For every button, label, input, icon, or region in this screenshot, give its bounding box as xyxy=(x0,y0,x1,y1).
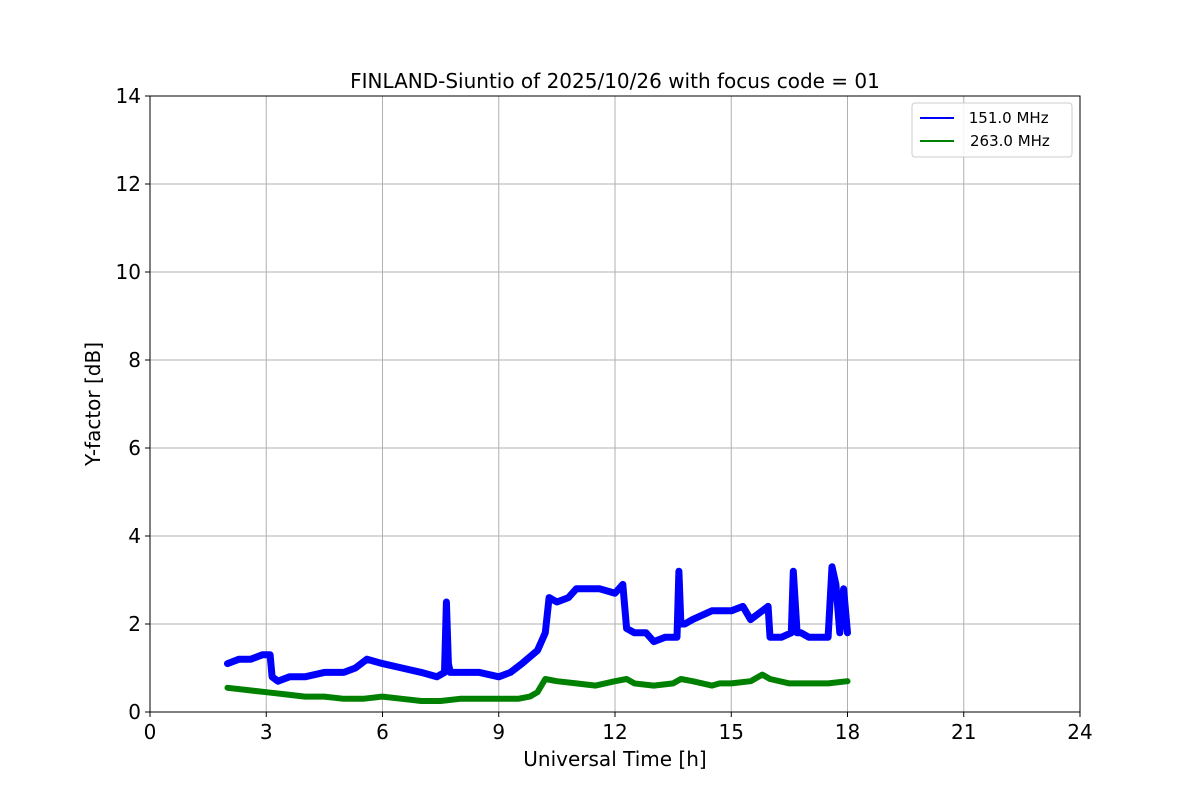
y-tick-label: 6 xyxy=(128,436,141,460)
legend-box xyxy=(911,102,1073,158)
y-tick-label: 0 xyxy=(128,700,141,724)
x-tick-label: 15 xyxy=(719,720,744,744)
y-axis-label: Y-factor [dB] xyxy=(81,342,105,467)
legend-label-263: 263.0 MHz xyxy=(970,132,1050,150)
y-tick-label: 12 xyxy=(116,172,141,196)
x-tick-label: 0 xyxy=(144,720,157,744)
x-tick-label: 9 xyxy=(492,720,505,744)
legend-label-151: 151.0 MHz xyxy=(964,109,1049,127)
y-tick-label: 8 xyxy=(128,348,141,372)
chart-title: FINLAND-Siuntio of 2025/10/26 with focus… xyxy=(350,69,880,93)
grid xyxy=(149,95,1081,713)
y-tick-label: 14 xyxy=(116,84,141,108)
y-tick-label: 2 xyxy=(128,612,141,636)
x-tick-label: 18 xyxy=(835,720,860,744)
series-layer xyxy=(224,563,851,704)
series-line-1 xyxy=(224,671,851,704)
x-tick-label: 3 xyxy=(260,720,273,744)
y-tick-label: 4 xyxy=(128,524,141,548)
x-tick-label: 21 xyxy=(951,720,976,744)
x-tick-label: 12 xyxy=(602,720,627,744)
legend: 151.0 MHz 263.0 MHz xyxy=(911,102,1073,158)
x-tick-label: 6 xyxy=(376,720,389,744)
series-line-0 xyxy=(224,563,851,685)
y-tick-label: 10 xyxy=(116,260,141,284)
x-axis-label: Universal Time [h] xyxy=(523,747,706,771)
x-tick-label: 24 xyxy=(1067,720,1092,744)
